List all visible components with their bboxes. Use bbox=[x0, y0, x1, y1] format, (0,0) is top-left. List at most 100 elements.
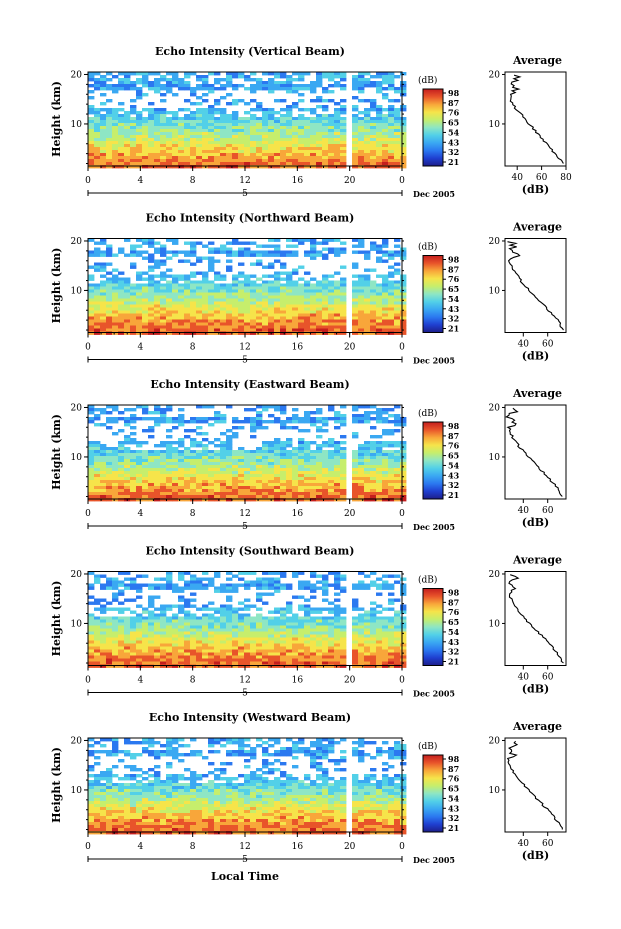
heatmap-cell bbox=[142, 637, 149, 641]
heatmap-cells bbox=[88, 405, 407, 502]
heatmap-cell bbox=[172, 477, 179, 481]
heatmap-cell bbox=[148, 120, 155, 124]
heatmap-cell bbox=[274, 465, 281, 469]
heatmap-cell bbox=[166, 622, 173, 626]
heatmap-cell bbox=[160, 162, 167, 166]
heatmap-cell bbox=[88, 126, 95, 130]
heatmap-cell bbox=[166, 292, 173, 296]
heatmap-cell bbox=[184, 474, 191, 478]
heatmap-cell bbox=[208, 162, 215, 166]
heatmap-cell bbox=[220, 444, 227, 448]
heatmap-cell bbox=[94, 250, 101, 254]
heatmap-cell bbox=[172, 250, 179, 254]
heatmap-cell bbox=[214, 283, 221, 287]
heatmap-cell bbox=[298, 159, 305, 163]
heatmap-cell bbox=[106, 135, 113, 139]
heatmap-cell bbox=[280, 144, 287, 148]
heatmap-cell bbox=[130, 462, 137, 466]
heatmap-cell bbox=[316, 447, 323, 451]
heatmap-cell bbox=[184, 331, 191, 335]
heatmap-cell bbox=[220, 619, 227, 623]
heatmap-cell bbox=[148, 459, 155, 463]
heatmap-cell bbox=[160, 610, 167, 614]
heatmap-cell bbox=[280, 304, 287, 308]
heatmap-cell bbox=[190, 250, 197, 254]
heatmap-cell bbox=[232, 492, 239, 496]
heatmap-cell bbox=[106, 250, 113, 254]
heatmap-cell bbox=[388, 414, 395, 418]
heatmap-cell bbox=[166, 459, 173, 463]
heatmap-cell bbox=[130, 417, 137, 421]
heatmap-cell bbox=[160, 634, 167, 638]
heatmap-cell bbox=[250, 325, 257, 329]
heatmap-cell bbox=[310, 144, 317, 148]
average-title: Average bbox=[512, 54, 562, 67]
heatmap-cell bbox=[118, 165, 125, 169]
average-frame bbox=[504, 238, 567, 333]
heatmap-cell bbox=[280, 307, 287, 311]
heatmap-cell bbox=[388, 471, 395, 475]
heatmap-cell bbox=[190, 429, 197, 433]
heatmap-cell bbox=[232, 150, 239, 154]
heatmap-cell bbox=[160, 301, 167, 305]
heatmap-cell bbox=[106, 283, 113, 287]
heatmap-cell bbox=[340, 607, 347, 611]
heatmap-cell bbox=[382, 289, 389, 293]
heatmap-cell bbox=[160, 643, 167, 647]
heatmap-cell bbox=[160, 141, 167, 145]
heatmap-cell bbox=[178, 120, 185, 124]
heatmap-cell bbox=[310, 298, 317, 302]
heatmap-cell bbox=[202, 280, 209, 284]
heatmap-cell bbox=[226, 78, 233, 82]
heatmap-cell bbox=[148, 274, 155, 278]
heatmap-cell bbox=[118, 301, 125, 305]
heatmap-cell bbox=[358, 301, 365, 305]
heatmap-cell bbox=[136, 595, 143, 599]
heatmap-cell bbox=[268, 420, 275, 424]
heatmap-cell bbox=[256, 619, 263, 623]
heatmap-cell bbox=[94, 310, 101, 314]
heatmap-cell bbox=[88, 643, 95, 647]
heatmap-cell bbox=[310, 238, 317, 242]
heatmap-cell bbox=[376, 289, 383, 293]
heatmap-cell bbox=[394, 304, 401, 308]
heatmap-cell bbox=[268, 150, 275, 154]
heatmap-cell bbox=[160, 453, 167, 457]
heatmap-cell bbox=[376, 465, 383, 469]
heatmap-cell bbox=[370, 613, 377, 617]
heatmap-cell bbox=[292, 253, 299, 257]
heatmap-cell bbox=[190, 132, 197, 136]
heatmap-cell bbox=[370, 495, 377, 499]
heatmap-cell bbox=[298, 471, 305, 475]
heatmap-cell bbox=[196, 453, 203, 457]
heatmap-cell bbox=[112, 586, 119, 590]
heatmap-cell bbox=[256, 123, 263, 127]
heatmap-cell bbox=[106, 492, 113, 496]
heatmap-cell bbox=[148, 325, 155, 329]
heatmap-cell bbox=[382, 301, 389, 305]
heatmap-cell bbox=[316, 417, 323, 421]
heatmap-cell bbox=[178, 126, 185, 130]
heatmap-cell bbox=[130, 138, 137, 142]
heatmap-cell bbox=[322, 129, 329, 133]
heatmap-cell bbox=[190, 304, 197, 308]
heatmap-cell bbox=[340, 283, 347, 287]
heatmap-cell bbox=[172, 456, 179, 460]
heatmap-cell bbox=[88, 411, 95, 415]
heatmap-cell bbox=[172, 81, 179, 85]
heatmap-cell bbox=[142, 301, 149, 305]
heatmap-cell bbox=[166, 274, 173, 278]
heatmap-cell bbox=[196, 492, 203, 496]
heatmap-cell bbox=[304, 459, 311, 463]
heatmap-cell bbox=[280, 298, 287, 302]
heatmap-cell bbox=[112, 640, 119, 644]
heatmap-cell bbox=[388, 316, 395, 320]
heatmap-cell bbox=[310, 247, 317, 251]
heatmap-cell bbox=[94, 147, 101, 151]
heatmap-cell bbox=[112, 126, 119, 130]
heatmap-cell bbox=[298, 319, 305, 323]
heatmap-cell bbox=[118, 456, 125, 460]
heatmap-cell bbox=[208, 459, 215, 463]
heatmap-cell bbox=[100, 120, 107, 124]
date-marker: 5 bbox=[242, 356, 248, 366]
